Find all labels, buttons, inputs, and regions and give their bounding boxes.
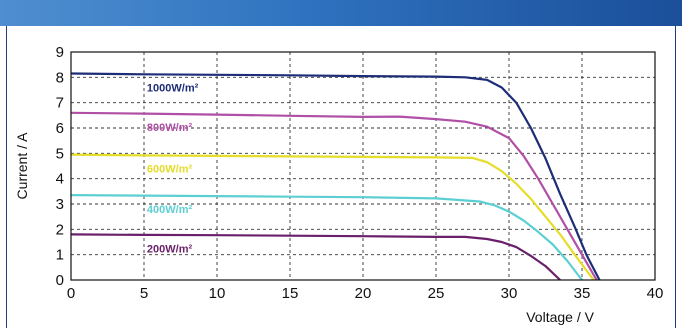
- x-tick-label-8: 40: [647, 285, 664, 302]
- grid-lines: [71, 52, 655, 280]
- x-tick-label-4: 20: [355, 285, 372, 302]
- x-tick-label-0: 0: [67, 285, 75, 302]
- series-line-2: [70, 153, 595, 281]
- x-tick-label-1: 5: [140, 285, 148, 302]
- y-tick-label-8: 8: [56, 69, 64, 86]
- curve-labels: 1000W/m² 800W/m² 600W/m² 400W/m² 200W/m²: [147, 83, 199, 256]
- x-tick-label-7: 35: [574, 285, 591, 302]
- series-line-4: [70, 233, 561, 281]
- series-line-0: [70, 72, 601, 281]
- y-tick-label-4: 4: [56, 171, 64, 188]
- x-tick-label-6: 30: [501, 285, 518, 302]
- y-tick-label-9: 9: [56, 44, 64, 61]
- plot-border: [70, 51, 656, 281]
- y-tick-label-0: 0: [56, 272, 64, 289]
- curve-label-3: 400W/m²: [147, 204, 193, 216]
- series-line-1: [70, 111, 598, 281]
- y-tick-label-7: 7: [56, 95, 64, 112]
- x-tick-label-2: 10: [209, 285, 226, 302]
- chart-frame: [6, 26, 676, 328]
- series-layer: [70, 72, 601, 281]
- tick-labels: 0 5 10 15 20 25 30 35 40 0 1 2 3 4 5 6 7 8 9: [56, 44, 664, 302]
- x-tick-label-3: 15: [282, 285, 299, 302]
- curve-label-1: 800W/m²: [147, 122, 193, 134]
- curve-label-2: 600W/m²: [147, 164, 193, 176]
- y-tick-label-1: 1: [56, 247, 64, 264]
- y-tick-label-2: 2: [56, 221, 64, 238]
- y-tick-label-3: 3: [56, 196, 64, 213]
- curve-label-4: 200W/m²: [147, 243, 193, 255]
- x-axis-label: Voltage / V: [526, 309, 594, 325]
- x-tick-label-5: 25: [428, 285, 445, 302]
- y-tick-label-6: 6: [56, 120, 64, 137]
- y-tick-label-5: 5: [56, 145, 64, 162]
- series-line-3: [70, 194, 583, 281]
- y-axis-label: Current / A: [14, 132, 30, 200]
- curve-label-0: 1000W/m²: [147, 83, 199, 95]
- header-bar: [0, 0, 682, 26]
